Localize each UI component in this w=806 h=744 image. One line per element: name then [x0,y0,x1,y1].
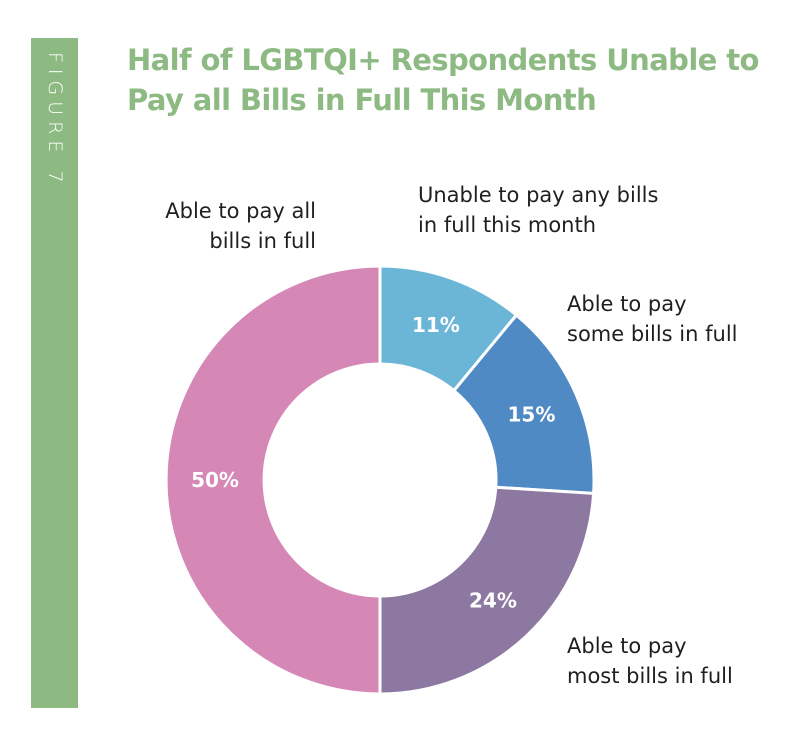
slice-label-unable-line2: in full this month [418,213,597,237]
slice-label-all: Able to pay all bills in full [115,196,316,256]
slice-label-some: Able to pay some bills in full [567,289,737,349]
slice-value-most: 24% [469,588,517,612]
slice-value-all: 50% [191,468,239,492]
slice-label-most: Able to pay most bills in full [567,631,733,691]
slice-label-some-line1: Able to pay [567,292,687,316]
slice-label-unable-line1: Unable to pay any bills [418,183,659,207]
slice-label-unable: Unable to pay any bills in full this mon… [418,180,658,240]
slice-most [378,485,596,696]
figure-side-band [31,38,78,708]
slice-label-all-line1: Able to pay all [165,199,316,223]
slice-value-some: 15% [507,402,555,426]
slice-label-all-line2: bills in full [209,229,316,253]
slice-all [164,264,382,696]
slice-label-most-line1: Able to pay [567,634,687,658]
slice-label-most-line2: most bills in full [567,664,733,688]
slice-value-unable: 11% [412,313,460,337]
chart-title: Half of LGBTQI+ Respondents Unable to Pa… [127,43,759,117]
slice-label-some-line2: some bills in full [567,322,738,346]
